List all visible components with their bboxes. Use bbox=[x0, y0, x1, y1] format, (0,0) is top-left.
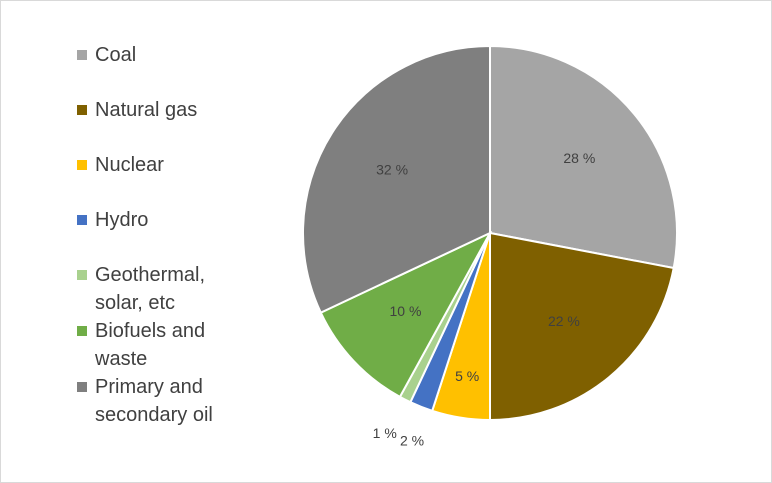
legend-label-3: Hydro bbox=[95, 209, 149, 231]
legend-item-4: Geothermal, solar, etc bbox=[77, 261, 287, 317]
legend-swatch-4 bbox=[77, 270, 87, 280]
legend-swatch-0 bbox=[77, 50, 87, 60]
legend-item-5: Biofuels and waste bbox=[77, 317, 287, 373]
pie-slice-0 bbox=[489, 44, 678, 270]
data-label-6: 32 % bbox=[376, 162, 408, 178]
data-label-1: 22 % bbox=[548, 313, 580, 329]
pie-slice-5 bbox=[319, 230, 493, 399]
legend-item-2: Nuclear bbox=[77, 151, 287, 179]
data-label-4: 1 % bbox=[373, 425, 397, 441]
legend-swatch-5 bbox=[77, 326, 87, 336]
data-label-2: 5 % bbox=[455, 368, 479, 384]
legend-label-2: Nuclear bbox=[95, 154, 164, 176]
data-label-3: 2 % bbox=[400, 433, 424, 449]
data-label-5: 10 % bbox=[390, 303, 422, 319]
legend-label-1: Natural gas bbox=[95, 99, 198, 121]
data-label-0: 28 % bbox=[563, 150, 595, 166]
legend-swatch-1 bbox=[77, 105, 87, 115]
legend-label-6: Primary and secondary oil bbox=[95, 376, 213, 426]
legend-item-6: Primary and secondary oil bbox=[77, 373, 287, 429]
legend-label-5: Biofuels and waste bbox=[95, 320, 206, 370]
legend-swatch-6 bbox=[77, 382, 87, 392]
pie-slice-1 bbox=[489, 231, 675, 422]
legend-item-0: Coal bbox=[77, 41, 287, 69]
legend-item-1: Natural gas bbox=[77, 96, 287, 124]
legend-item-3: Hydro bbox=[77, 206, 287, 234]
legend-label-0: Coal bbox=[95, 44, 137, 66]
legend-label-4: Geothermal, solar, etc bbox=[95, 264, 206, 314]
legend-swatch-2 bbox=[77, 160, 87, 170]
legend-swatch-3 bbox=[77, 215, 87, 225]
pie-slice-6 bbox=[302, 44, 491, 314]
